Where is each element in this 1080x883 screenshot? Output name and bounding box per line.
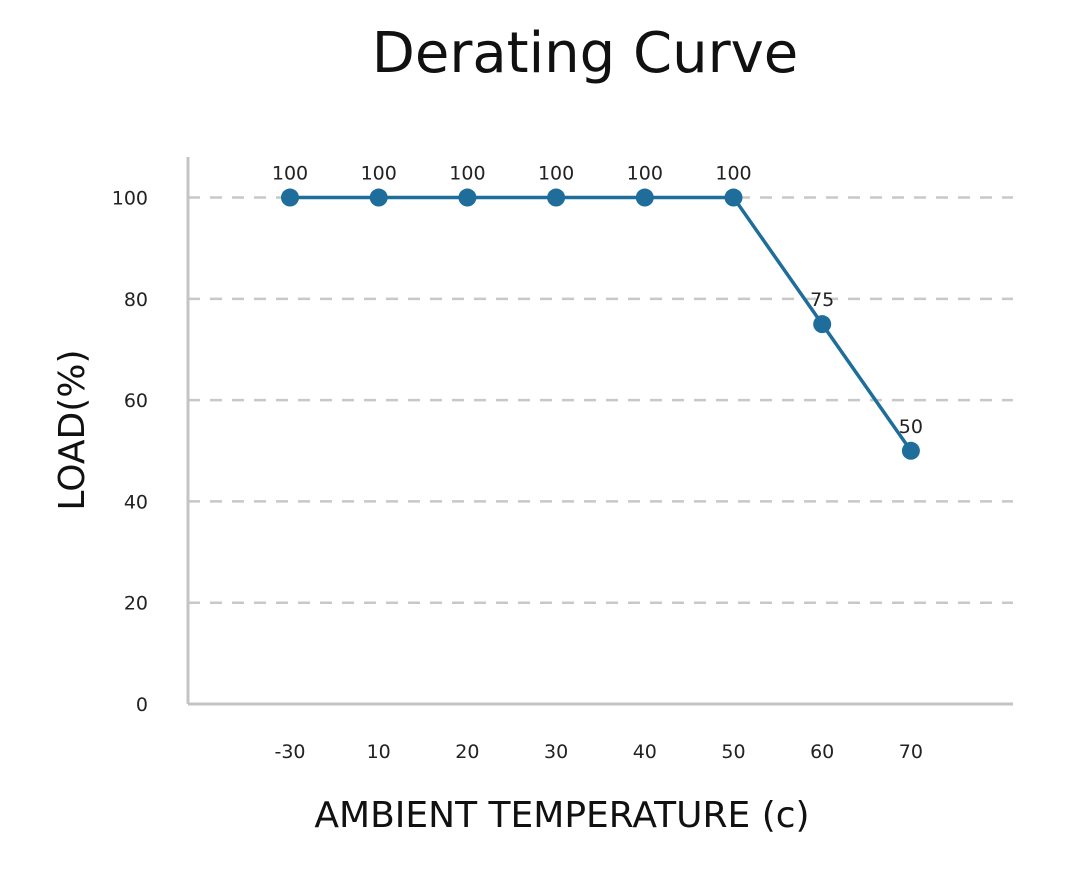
x-tick-label: 60 [810,741,834,763]
data-label: 100 [272,163,308,185]
data-label: 75 [810,289,834,311]
y-tick-label: 60 [124,390,148,412]
y-tick-label: 0 [136,694,148,716]
data-label: 100 [627,163,663,185]
data-point [724,188,743,207]
x-tick-label: 70 [899,741,923,763]
data-point [635,188,654,207]
y-tick-label: 20 [124,593,148,615]
gridlines [188,196,1013,604]
y-tick-labels: 0 20 40 60 80 100 [112,188,148,716]
y-tick-label: 40 [124,491,148,513]
series-line [290,195,913,452]
data-labels: 100 100 100 100 100 100 75 50 [272,163,923,438]
data-label: 100 [715,163,751,185]
x-tick-labels: -30 10 20 30 40 50 60 70 [274,741,923,763]
data-point [547,188,566,207]
x-tick-label: 40 [633,741,657,763]
y-axis-title: LOAD(%) [52,349,93,510]
x-axis-title: AMBIENT TEMPERATURE (c) [314,795,809,836]
data-point [458,188,477,207]
data-point [901,441,920,460]
y-tick-label: 100 [112,188,148,210]
data-label: 100 [538,163,574,185]
series-load [281,188,920,460]
data-point [369,188,388,207]
x-tick-label: 30 [544,741,568,763]
x-tick-label: 20 [455,741,479,763]
data-point [813,315,832,334]
data-label: 100 [449,163,485,185]
data-point [281,188,299,207]
data-label: 50 [899,416,923,438]
x-tick-label: 10 [367,741,391,763]
data-label: 100 [361,163,397,185]
chart-title: Derating Curve [372,21,798,86]
y-tick-label: 80 [124,289,148,311]
x-tick-label: -30 [274,741,305,763]
x-tick-label: 50 [721,741,745,763]
